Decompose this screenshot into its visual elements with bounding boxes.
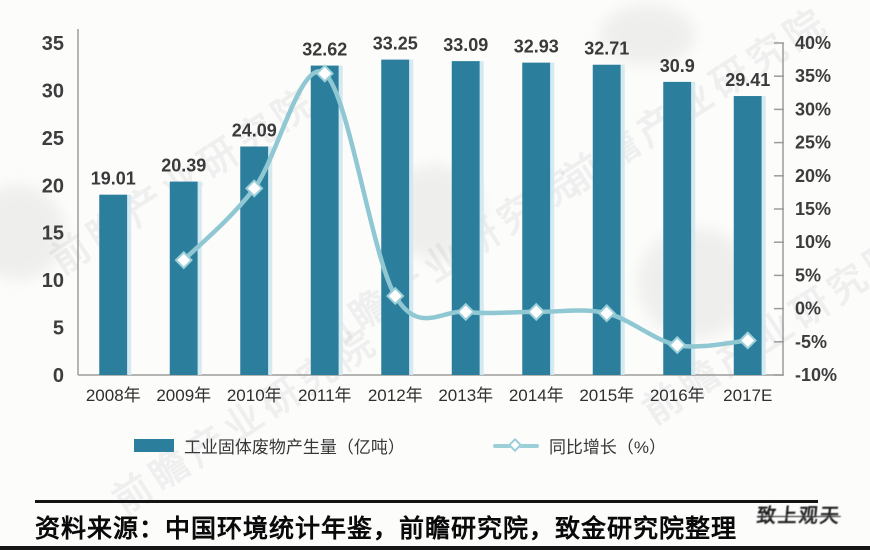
bar-value-label: 30.9 — [660, 56, 695, 76]
bar-highlight-edge — [550, 62, 555, 375]
legend-item-line-series: 同比增长（%） — [492, 433, 667, 458]
x-axis-label: 2010年 — [227, 386, 282, 405]
bar-highlight-edge — [268, 146, 273, 375]
bar-highlight-edge — [197, 181, 202, 375]
left-axis-tick-label: 5 — [53, 318, 64, 340]
growth-marker-icon — [456, 302, 475, 322]
x-axis-label: 2015年 — [579, 386, 634, 405]
growth-marker-icon — [245, 179, 264, 198]
left-axis-tick-label: 0 — [53, 365, 64, 387]
x-axis-label: 2012年 — [368, 386, 423, 405]
legend-label: 工业固体废物产生量（亿吨） — [183, 438, 405, 457]
bar-2014年 — [522, 62, 551, 375]
growth-marker-icon — [386, 286, 405, 306]
bar-highlight-edge — [479, 61, 484, 376]
bar-2008年 — [99, 194, 128, 375]
source-note: 资料来源：中国环境统计年鉴，前瞻研究院，致金研究院整理 — [35, 515, 738, 543]
bar-value-label: 20.39 — [161, 156, 206, 176]
growth-marker-icon — [315, 64, 334, 83]
right-axis-tick-label: 25% — [795, 133, 831, 153]
bar-highlight-edge — [338, 65, 343, 376]
bar-highlight-edge — [409, 59, 414, 375]
bar-value-label: 32.62 — [302, 40, 347, 60]
chart-legend: 工业固体废物产生量（亿吨） 同比增长（%） — [0, 433, 870, 458]
bar-2013年 — [451, 61, 480, 376]
right-axis-tick-label: 10% — [795, 232, 831, 252]
legend-label: 同比增长（%） — [548, 438, 667, 457]
right-axis-tick-label: 5% — [795, 265, 821, 285]
right-axis-tick-label: 35% — [795, 66, 831, 86]
x-axis-label: 2011年 — [298, 386, 352, 405]
growth-marker-icon — [668, 335, 687, 355]
bar-series-swatch — [133, 439, 174, 452]
diamond-marker-icon — [507, 437, 523, 453]
x-axis-label: 2016年 — [650, 386, 705, 405]
bar-value-label: 33.09 — [443, 35, 488, 55]
bar-value-label: 29.41 — [725, 70, 770, 90]
growth-line — [181, 69, 750, 349]
growth-marker-icon — [597, 304, 616, 323]
right-axis-tick-label: -5% — [795, 332, 827, 352]
right-axis-tick-label: 15% — [795, 199, 831, 219]
right-axis-tick-label: 30% — [795, 99, 831, 119]
bar-highlight-edge — [127, 194, 132, 375]
left-axis-tick-label: 10 — [42, 270, 64, 292]
left-axis-tick-label: 35 — [42, 33, 64, 55]
right-axis-tick-label: 20% — [795, 166, 831, 186]
bar-highlight-edge — [761, 96, 766, 375]
divider-line-bottom — [0, 546, 870, 550]
x-axis-label: 2009年 — [156, 386, 211, 405]
bar-value-label: 33.25 — [373, 34, 418, 54]
publisher-logo: 致上观天 — [755, 506, 842, 527]
x-axis-label: 2013年 — [438, 386, 493, 405]
line-series-swatch — [492, 437, 539, 453]
x-axis-label: 2008年 — [86, 386, 141, 405]
right-axis-tick-label: 0% — [795, 299, 821, 319]
left-axis-tick-label: 15 — [42, 223, 64, 245]
bar-2016年 — [663, 81, 692, 376]
left-axis-tick-label: 20 — [42, 175, 64, 197]
combo-chart: 0 5 10 15 20 25 30 35 -10% -5% 0% 5% 10% 15% 20% 25% 30%… — [42, 29, 837, 405]
right-axis-tick-label: 40% — [795, 33, 831, 53]
bar-value-label: 32.93 — [514, 37, 559, 57]
x-axis-label: 2014年 — [509, 386, 564, 405]
bar-value-label: 24.09 — [232, 120, 277, 140]
bar-value-label: 32.71 — [584, 39, 629, 59]
right-axis-tick-label: -10% — [795, 365, 837, 385]
bar-highlight-edge — [620, 64, 625, 375]
bar-highlight-edge — [691, 81, 696, 376]
left-axis-tick-label: 30 — [42, 80, 64, 102]
bar-2012年 — [381, 59, 410, 375]
legend-item-bar-series: 工业固体废物产生量（亿吨） — [133, 433, 405, 458]
bar-2009年 — [169, 181, 198, 375]
bar-value-label: 19.01 — [91, 169, 136, 189]
divider-line-top — [35, 500, 818, 503]
growth-marker-icon — [527, 302, 546, 322]
growth-marker-icon — [174, 250, 193, 270]
left-axis-tick-label: 25 — [42, 128, 64, 150]
bar-2015年 — [592, 64, 621, 375]
bar-2011年 — [310, 65, 339, 376]
x-axis-label: 2017E — [723, 386, 772, 405]
